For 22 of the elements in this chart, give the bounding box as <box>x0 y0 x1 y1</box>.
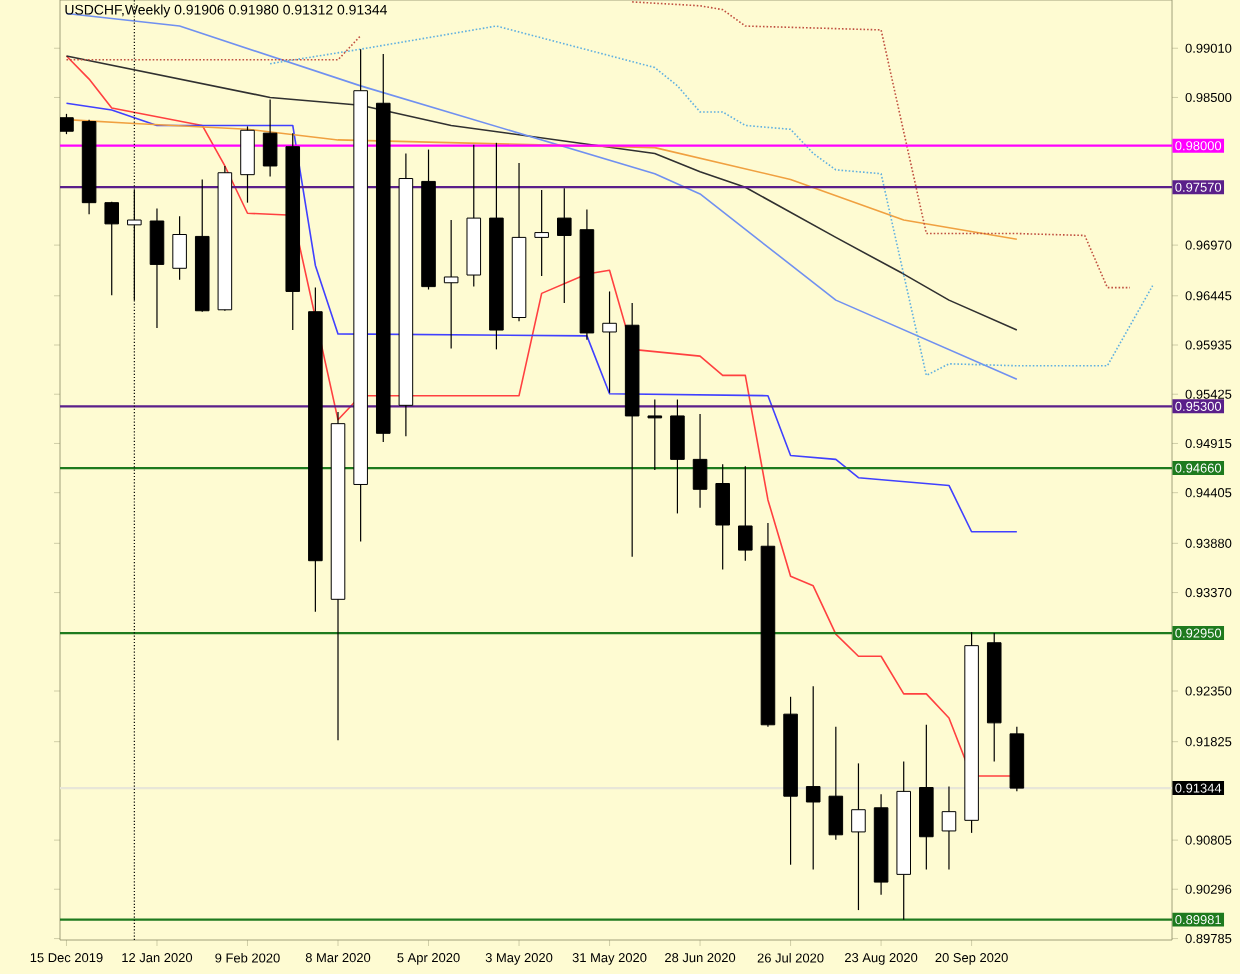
candlestick <box>60 113 74 135</box>
candlestick <box>149 207 165 329</box>
candlestick <box>851 762 866 911</box>
candlestick <box>828 726 844 841</box>
candlestick <box>534 189 549 277</box>
candlestick <box>805 685 821 871</box>
candlestick <box>738 465 753 562</box>
candlestick <box>240 125 255 204</box>
candlestick <box>692 413 708 509</box>
candlestick <box>670 398 685 515</box>
candlestick <box>602 290 617 394</box>
candlestick <box>443 219 459 349</box>
candlestick <box>262 98 278 178</box>
candlestick <box>941 785 957 871</box>
line-series <box>65 55 1018 331</box>
candlestick <box>715 463 730 570</box>
candlestick <box>172 215 187 281</box>
line-series <box>269 25 1154 377</box>
candlestick <box>104 201 120 296</box>
candlestick <box>557 187 572 304</box>
line-series <box>65 102 1018 533</box>
candlestick <box>647 398 663 471</box>
